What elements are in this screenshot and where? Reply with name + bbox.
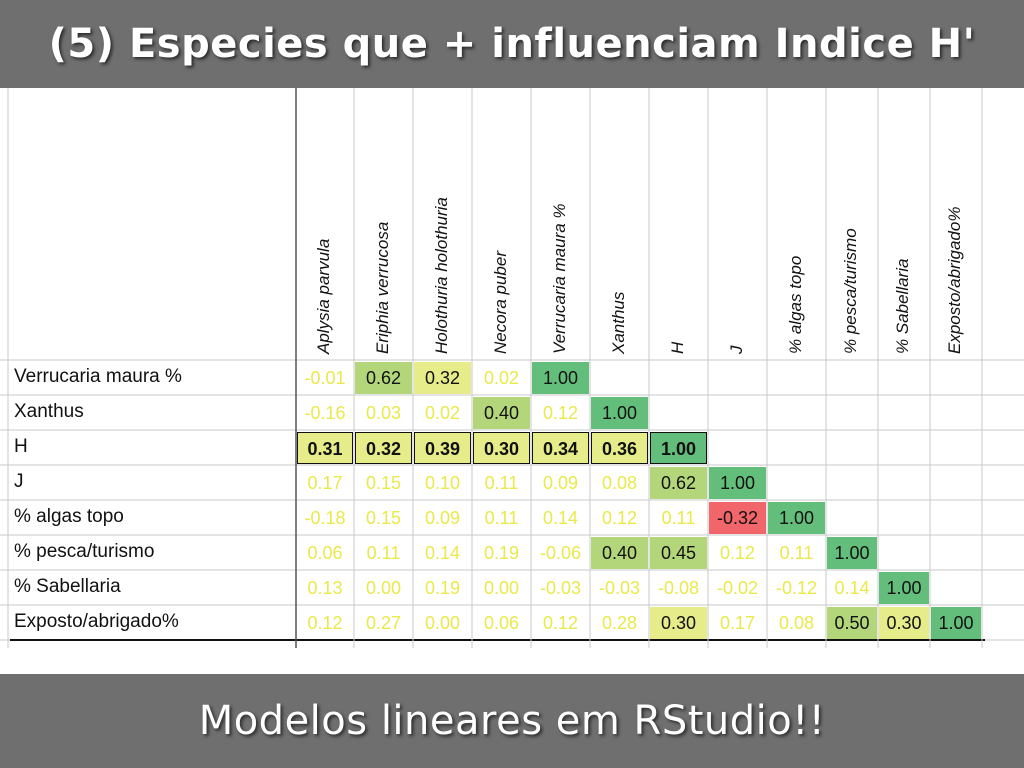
table-cell: 0.15 xyxy=(365,508,402,528)
column-header: % pesca/turismo xyxy=(841,228,860,354)
table-cell: 0.10 xyxy=(424,473,461,493)
table-cell: 0.00 xyxy=(365,578,402,598)
table-cell: 1.00 xyxy=(532,362,589,394)
table-cell: 0.02 xyxy=(483,368,520,388)
table-cell: 1.00 xyxy=(827,537,877,569)
row-label: J xyxy=(14,471,24,492)
slide-title: (5) Especies que + influenciam Indice H' xyxy=(48,21,976,67)
table-gridlines xyxy=(0,88,1024,648)
slide-caption: Modelos lineares em RStudio!! xyxy=(198,698,826,744)
column-header: % Sabellaria xyxy=(893,258,912,354)
table-cell: 0.19 xyxy=(424,578,461,598)
table-cell: 0.17 xyxy=(719,613,756,633)
column-header: Exposto/abrigado% xyxy=(945,206,964,354)
table-cell: 0.40 xyxy=(473,397,530,429)
table-cell: 1.00 xyxy=(709,467,766,499)
table-cell: 0.14 xyxy=(424,543,461,563)
table-cell: 0.11 xyxy=(779,543,814,563)
table-cell: 1.00 xyxy=(650,432,707,464)
table-cell: 0.34 xyxy=(532,432,589,464)
title-banner: (5) Especies que + influenciam Indice H' xyxy=(0,0,1024,88)
table-cell: 0.31 xyxy=(297,432,353,464)
row-label: Verrucaria maura % xyxy=(14,366,182,387)
table-cell: 0.50 xyxy=(827,607,877,639)
table-cell: 0.32 xyxy=(355,432,412,464)
column-header: Necora puber xyxy=(490,250,510,354)
table-cell: 0.02 xyxy=(424,403,461,423)
table-cell: -0.08 xyxy=(657,578,700,598)
column-header: Aplysia parvula xyxy=(314,238,333,354)
table-cell: 1.00 xyxy=(879,572,929,604)
table-cell: -0.16 xyxy=(304,403,346,423)
table-cell: 0.09 xyxy=(424,508,461,528)
table-cell: 0.08 xyxy=(601,473,638,493)
table-cell: 0.17 xyxy=(307,473,343,493)
row-label: % pesca/turismo xyxy=(14,541,155,562)
table-cell: -0.06 xyxy=(539,543,582,563)
table-cell: 0.11 xyxy=(366,543,401,563)
table-cell: -0.02 xyxy=(716,578,759,598)
table-cell: 0.39 xyxy=(414,432,471,464)
table-cell: -0.01 xyxy=(304,368,346,388)
table-cell: 0.12 xyxy=(542,613,579,633)
table-cell: 0.12 xyxy=(719,543,756,563)
table-cell: 0.00 xyxy=(483,578,520,598)
table-cell: 0.06 xyxy=(483,613,520,633)
table-cell: 0.27 xyxy=(365,613,402,633)
correlation-table: Aplysia parvula Eriphia verrucosa Holothur… xyxy=(0,88,1024,674)
table-cell: 0.09 xyxy=(542,473,579,493)
table-cell: 0.13 xyxy=(307,578,343,598)
table-cell: 0.12 xyxy=(307,613,343,633)
row-label: Exposto/abrigado% xyxy=(14,611,179,632)
column-header: Xanthus xyxy=(608,291,628,354)
table-cell: 0.14 xyxy=(542,508,579,528)
table-cell: -0.03 xyxy=(598,578,641,598)
table-cell: 0.62 xyxy=(355,362,412,394)
row-label: H xyxy=(14,436,28,457)
row-label: Xanthus xyxy=(14,401,84,422)
table-cell: 0.15 xyxy=(365,473,402,493)
column-header: Holothuria holothuria xyxy=(431,197,451,354)
column-header: % algas topo xyxy=(785,255,805,354)
table-cell: 0.11 xyxy=(661,508,696,528)
table-cell: 0.00 xyxy=(424,613,461,633)
table-cell: 0.06 xyxy=(307,543,343,563)
table-cell: -0.32 xyxy=(709,502,766,534)
table-cell: 1.00 xyxy=(931,607,981,639)
table-cell: 0.30 xyxy=(650,607,707,639)
table-cell: 0.12 xyxy=(542,403,579,423)
table-cell: 0.28 xyxy=(601,613,638,633)
table-cell: 0.30 xyxy=(879,607,929,639)
table-cell: 0.40 xyxy=(591,537,648,569)
table-cell: -0.18 xyxy=(304,508,346,528)
table-cell: 0.11 xyxy=(484,473,519,493)
row-label: % Sabellaria xyxy=(14,576,121,597)
column-header: H xyxy=(667,341,687,354)
table-cell: -0.03 xyxy=(539,578,582,598)
table-cell: 0.03 xyxy=(365,403,402,423)
column-header: Verrucaria maura % xyxy=(549,203,569,354)
row-label: % algas topo xyxy=(14,506,124,527)
table-cell: 1.00 xyxy=(768,502,825,534)
table-cell: 0.36 xyxy=(591,432,648,464)
table-cell: 0.30 xyxy=(473,432,530,464)
table-cell: -0.12 xyxy=(775,578,818,598)
table-cell: 0.62 xyxy=(650,467,707,499)
table-cell: 0.11 xyxy=(484,508,519,528)
table-cell: 0.45 xyxy=(650,537,707,569)
table-cell: 1.00 xyxy=(591,397,648,429)
table-cell: 0.32 xyxy=(414,362,471,394)
column-header: J xyxy=(726,345,746,355)
column-header: Eriphia verrucosa xyxy=(372,221,392,354)
table-cell: 0.08 xyxy=(778,613,815,633)
table-cell: 0.12 xyxy=(601,508,638,528)
table-cell: 0.19 xyxy=(483,543,520,563)
caption-banner: Modelos lineares em RStudio!! xyxy=(0,674,1024,768)
table-cell: 0.14 xyxy=(834,578,870,598)
